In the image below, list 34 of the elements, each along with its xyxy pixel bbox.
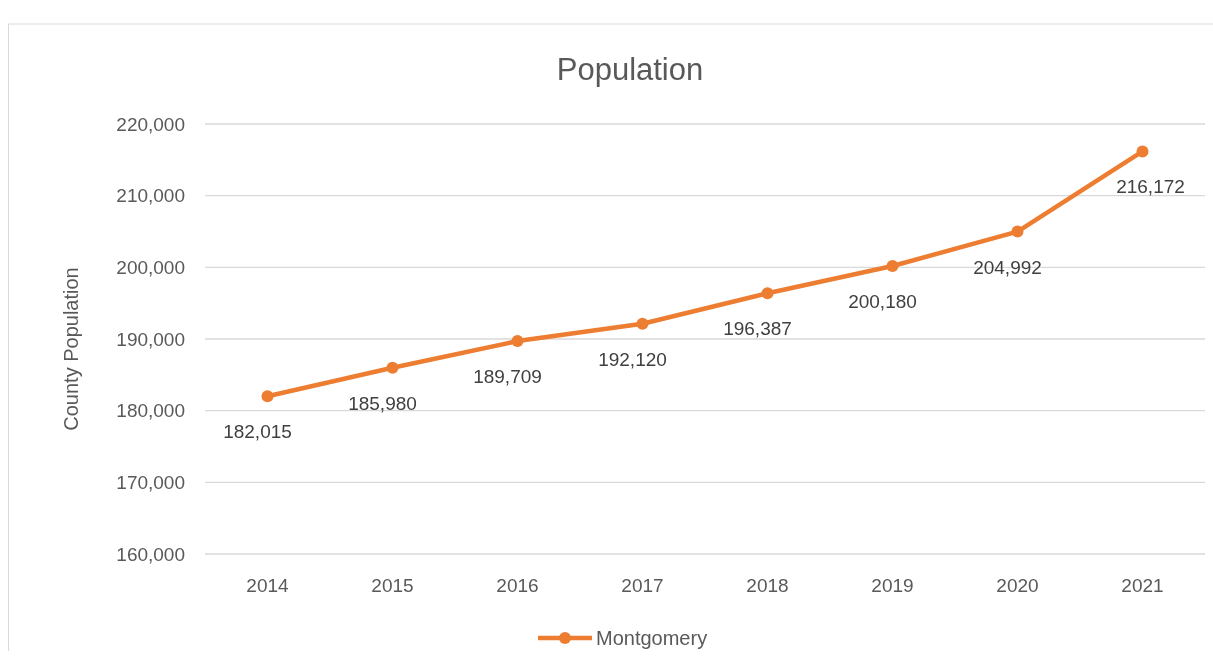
x-tick-label: 2020 (996, 575, 1039, 596)
data-label: 182,015 (223, 421, 292, 443)
point (761, 287, 774, 300)
data-label: 200,180 (848, 291, 917, 313)
data-label: 189,709 (473, 366, 542, 388)
x-tick-label: 2014 (246, 575, 290, 596)
y-tick-label: 170,000 (116, 471, 185, 493)
data-label: 216,172 (1116, 176, 1185, 198)
y-tick-label: 220,000 (116, 113, 185, 135)
x-tick-label: 2021 (1121, 575, 1164, 596)
point (886, 260, 899, 273)
y-tick-label: 190,000 (116, 328, 185, 350)
data-label: 185,980 (348, 392, 417, 414)
legend-label: Montgomery (596, 627, 708, 649)
y-axis-title: County Population (60, 267, 82, 431)
x-tick-label: 2016 (496, 575, 539, 596)
x-tick-label: 2015 (371, 575, 414, 596)
data-label: 204,992 (973, 256, 1042, 278)
x-tick-label: 2017 (621, 575, 664, 596)
y-tick-label: 180,000 (116, 400, 185, 422)
point (1011, 225, 1024, 238)
y-tick-label: 200,000 (116, 256, 185, 278)
x-tick-label: 2019 (871, 575, 914, 596)
data-label: 196,387 (723, 318, 792, 340)
point (386, 361, 399, 374)
point (1136, 145, 1149, 158)
data-label: 192,120 (598, 348, 667, 370)
y-tick-label: 210,000 (116, 185, 185, 207)
chart-title: Population (556, 52, 704, 87)
point (511, 335, 524, 348)
y-tick-label: 160,000 (116, 543, 185, 565)
x-tick-label: 2018 (746, 575, 789, 596)
point (261, 390, 274, 403)
point (636, 317, 649, 330)
